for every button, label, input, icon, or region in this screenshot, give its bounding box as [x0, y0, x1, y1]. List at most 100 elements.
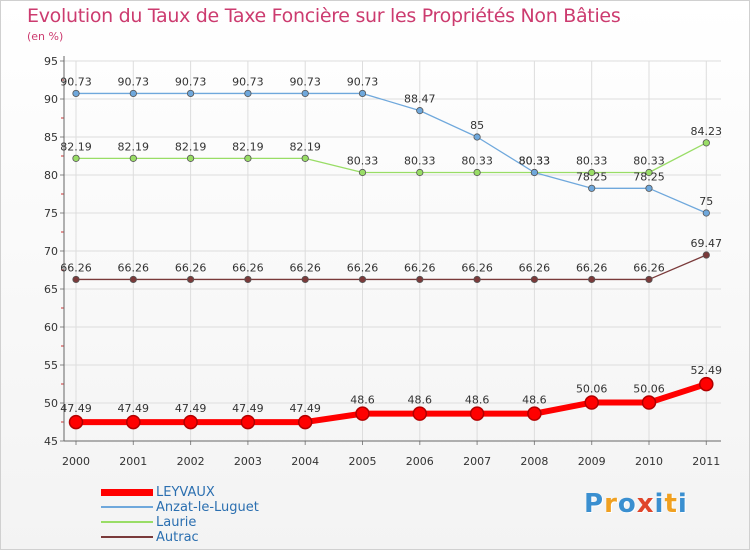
data-point	[416, 168, 424, 177]
data-label: 80.33	[576, 154, 608, 167]
data-label: 47.49	[118, 402, 150, 415]
data-label: 66.26	[60, 261, 92, 274]
proxiti-logo: Proxiti	[584, 489, 688, 519]
data-label: 52.49	[691, 364, 723, 377]
data-label: 82.19	[175, 140, 207, 153]
data-label: 80.33	[404, 154, 436, 167]
data-point	[72, 89, 80, 98]
data-label: 47.49	[60, 402, 92, 415]
data-point	[416, 107, 424, 115]
x-tick-label: 2004	[291, 455, 319, 468]
data-label: 66.26	[289, 261, 321, 274]
legend-item: Anzat-le-Luguet	[101, 500, 321, 515]
data-point	[645, 184, 653, 192]
data-label: 90.73	[175, 75, 207, 88]
series-line-1	[76, 92, 707, 214]
data-point	[469, 406, 485, 421]
x-tick-label: 2010	[635, 455, 663, 468]
data-point	[473, 275, 481, 284]
legend-swatch	[101, 489, 153, 496]
data-point	[301, 154, 309, 162]
data-point	[187, 89, 195, 98]
y-tick-label: 70	[44, 245, 58, 258]
data-point	[588, 184, 596, 192]
data-point	[187, 154, 195, 162]
data-label: 82.19	[289, 140, 321, 153]
x-tick-label: 2009	[578, 455, 606, 468]
legend-label: Anzat-le-Luguet	[156, 500, 259, 515]
legend-swatch	[101, 521, 153, 523]
data-point	[244, 89, 252, 98]
y-tick-label: 90	[44, 93, 58, 106]
data-label: 50.06	[633, 383, 665, 396]
data-point	[588, 275, 596, 284]
data-label: 48.6	[408, 394, 433, 407]
data-label: 50.06	[576, 383, 608, 396]
data-label: 80.33	[461, 154, 493, 167]
data-point	[183, 414, 198, 430]
data-label: 80.33	[519, 154, 551, 167]
x-tick-label: 2003	[234, 455, 262, 468]
data-point	[244, 154, 252, 162]
y-tick-label: 85	[44, 131, 58, 144]
x-tick-label: 2008	[520, 455, 548, 468]
data-point	[129, 275, 137, 284]
data-point	[358, 275, 367, 284]
x-tick-label: 2001	[119, 455, 147, 468]
data-label: 90.73	[118, 75, 150, 88]
x-tick-label: 2002	[177, 455, 205, 468]
data-point	[473, 133, 481, 141]
data-point	[645, 168, 653, 177]
x-tick-label: 2005	[349, 455, 377, 468]
legend-swatch	[101, 536, 153, 538]
data-label: 66.26	[461, 261, 493, 274]
data-point	[244, 275, 252, 284]
data-label: 66.26	[232, 261, 264, 274]
data-label: 90.73	[289, 75, 321, 88]
data-label: 75	[699, 195, 713, 208]
legend-item: Laurie	[101, 515, 321, 530]
y-tick-label: 75	[44, 207, 58, 220]
data-point	[68, 414, 84, 430]
x-tick-label: 2011	[692, 455, 720, 468]
data-point	[187, 275, 195, 284]
chart-unit: (en %)	[27, 30, 64, 43]
data-label: 66.26	[175, 261, 207, 274]
data-point	[473, 168, 481, 177]
data-label: 80.33	[519, 154, 551, 167]
data-point	[301, 275, 309, 284]
data-point	[412, 406, 428, 421]
data-label: 66.26	[404, 261, 436, 274]
data-label: 47.49	[175, 402, 207, 415]
data-label: 82.19	[232, 140, 264, 153]
data-label: 82.19	[118, 140, 150, 153]
data-label: 66.26	[519, 261, 551, 274]
data-label: 90.73	[60, 75, 92, 88]
data-point	[530, 168, 539, 177]
data-point	[355, 406, 370, 421]
data-point	[72, 275, 80, 284]
data-label: 48.6	[465, 394, 490, 407]
data-point	[358, 168, 367, 177]
data-point	[527, 406, 542, 421]
legend-label: Laurie	[156, 515, 197, 530]
y-tick-label: 80	[44, 169, 58, 182]
data-label: 80.33	[347, 154, 379, 167]
legend-label: Autrac	[156, 530, 199, 545]
data-label: 80.33	[633, 154, 665, 167]
y-tick-label: 60	[44, 321, 58, 334]
data-point	[645, 275, 653, 284]
series-line-2	[76, 142, 707, 174]
legend: LEYVAUX Anzat-le-Luguet Laurie Autrac	[101, 485, 321, 545]
legend-item: LEYVAUX	[101, 485, 321, 500]
data-point	[702, 209, 710, 217]
x-tick-label: 2000	[62, 455, 90, 468]
data-point	[129, 154, 137, 162]
data-point	[240, 414, 256, 430]
y-tick-label: 55	[44, 359, 58, 372]
series-line-0	[76, 381, 708, 426]
data-label: 69.47	[691, 237, 723, 250]
y-tick-label: 45	[44, 435, 58, 448]
data-label: 85	[470, 119, 484, 132]
